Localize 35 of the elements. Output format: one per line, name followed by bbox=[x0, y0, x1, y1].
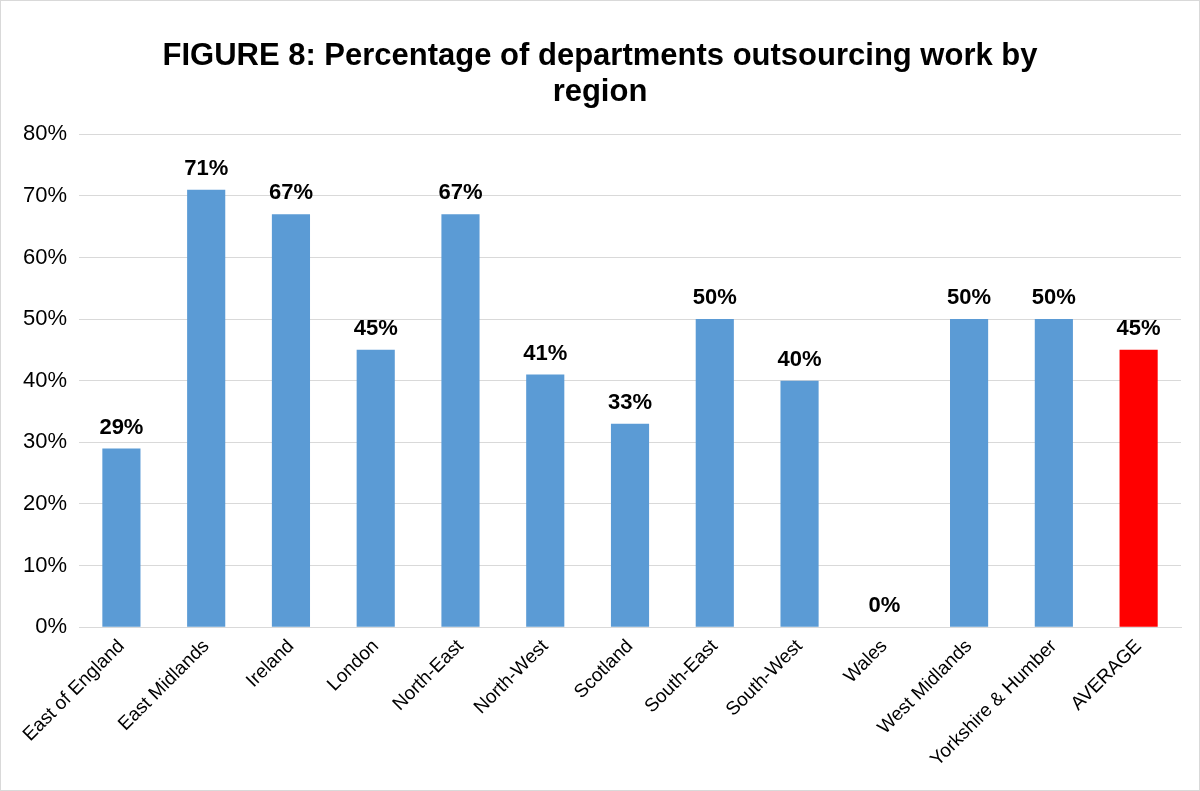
data-label: 40% bbox=[777, 345, 822, 371]
y-tick-label: 30% bbox=[22, 428, 68, 454]
bar bbox=[780, 380, 819, 627]
bar bbox=[1119, 349, 1158, 627]
y-tick-label: 10% bbox=[22, 551, 68, 577]
y-tick-label: 80% bbox=[22, 120, 68, 146]
data-label: 0% bbox=[868, 592, 901, 618]
y-tick-label: 0% bbox=[35, 613, 68, 639]
bar bbox=[102, 448, 141, 627]
data-label: 50% bbox=[947, 284, 992, 310]
chart-title: FIGURE 8: Percentage of departments outsourcing work by region bbox=[161, 37, 1039, 109]
data-label: 45% bbox=[353, 314, 398, 340]
data-label: 33% bbox=[607, 388, 653, 414]
bar bbox=[441, 214, 480, 627]
bar bbox=[356, 349, 395, 627]
data-label: 41% bbox=[523, 339, 568, 365]
bar bbox=[187, 189, 226, 627]
y-tick-label: 50% bbox=[22, 305, 68, 331]
bar bbox=[610, 423, 650, 627]
y-tick-label: 20% bbox=[22, 489, 68, 515]
bar bbox=[950, 319, 989, 627]
data-label: 67% bbox=[438, 179, 483, 205]
bar bbox=[695, 319, 734, 627]
data-label: 29% bbox=[99, 413, 144, 439]
y-tick-label: 40% bbox=[22, 366, 68, 392]
data-label: 45% bbox=[1116, 314, 1161, 340]
bar bbox=[1034, 319, 1073, 627]
bar bbox=[526, 374, 565, 627]
y-tick-label: 60% bbox=[22, 243, 68, 269]
y-tick-label: 70% bbox=[22, 181, 68, 207]
bar bbox=[271, 214, 311, 627]
data-label: 67% bbox=[268, 179, 313, 205]
data-label: 50% bbox=[692, 284, 737, 310]
data-label: 71% bbox=[184, 154, 229, 180]
data-label: 50% bbox=[1031, 284, 1076, 310]
